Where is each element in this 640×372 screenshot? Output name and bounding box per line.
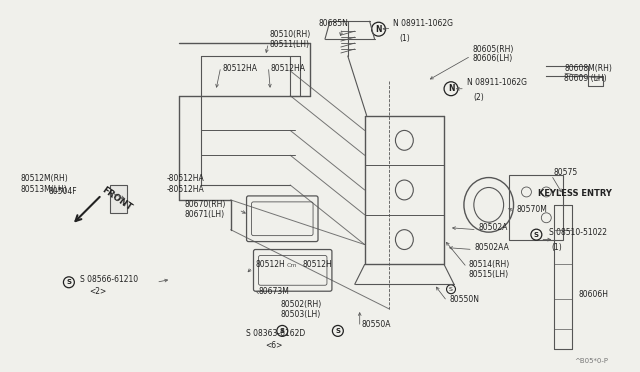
Text: 80512M(RH): 80512M(RH) [20, 174, 68, 183]
Text: N: N [375, 25, 382, 34]
Text: 80605(RH): 80605(RH) [473, 45, 514, 54]
Text: 80512HA: 80512HA [270, 64, 305, 73]
Text: S: S [449, 287, 453, 292]
Text: -80512HA: -80512HA [166, 174, 204, 183]
Text: 80608M(RH): 80608M(RH) [564, 64, 612, 73]
Text: 80570M: 80570M [516, 205, 547, 214]
Text: 80512H: 80512H [302, 260, 332, 269]
Text: Cm: Cm [287, 263, 298, 268]
Text: 80512H: 80512H [255, 260, 285, 269]
Text: S 08363-6162D: S 08363-6162D [246, 329, 305, 339]
Text: 80609 (LH): 80609 (LH) [564, 74, 607, 83]
Text: 80513M(LH): 80513M(LH) [20, 186, 67, 195]
Text: N 08911-1062G: N 08911-1062G [394, 19, 454, 28]
Text: ^B05*0-P: ^B05*0-P [574, 357, 608, 364]
Text: S 08510-51022: S 08510-51022 [549, 228, 607, 237]
Bar [509, 175, 563, 240]
Text: 80685N: 80685N [318, 19, 348, 28]
Text: 80575: 80575 [553, 168, 577, 177]
Ellipse shape [531, 229, 542, 240]
Ellipse shape [447, 285, 456, 294]
Text: (2): (2) [474, 93, 484, 102]
Text: 80503(LH): 80503(LH) [280, 310, 321, 318]
Text: 80511(LH): 80511(LH) [269, 40, 309, 49]
Text: 80510(RH): 80510(RH) [269, 30, 310, 39]
Text: 80502AA: 80502AA [475, 243, 509, 252]
Text: 80502A: 80502A [479, 223, 508, 232]
Text: 80671(LH): 80671(LH) [184, 210, 224, 219]
Text: KEYLESS ENTRY: KEYLESS ENTRY [538, 189, 612, 198]
Ellipse shape [444, 82, 458, 96]
Text: <2>: <2> [90, 287, 107, 296]
Text: 80502(RH): 80502(RH) [280, 299, 321, 309]
Text: S: S [280, 328, 285, 334]
Text: 80512HA: 80512HA [223, 64, 258, 73]
Text: N: N [448, 84, 454, 93]
Text: N 08911-1062G: N 08911-1062G [467, 78, 527, 87]
Text: 80514(RH): 80514(RH) [469, 260, 510, 269]
Text: 80550A: 80550A [362, 320, 391, 330]
Bar [109, 185, 127, 213]
Text: (1): (1) [551, 243, 562, 251]
Text: 80606(LH): 80606(LH) [473, 54, 513, 64]
Text: 80550N: 80550N [449, 295, 479, 304]
Text: S: S [335, 328, 340, 334]
Text: (1): (1) [399, 34, 410, 43]
Ellipse shape [332, 326, 343, 336]
Text: 80606H: 80606H [578, 290, 608, 299]
Text: <6>: <6> [266, 341, 283, 350]
Text: S: S [534, 232, 539, 238]
Text: 80515(LH): 80515(LH) [469, 270, 509, 279]
Text: S 08566-61210: S 08566-61210 [80, 275, 138, 284]
Text: 80673M: 80673M [259, 287, 289, 296]
Ellipse shape [277, 326, 288, 336]
Text: FRONT: FRONT [100, 186, 133, 213]
Text: -80512HA: -80512HA [166, 186, 204, 195]
Ellipse shape [372, 22, 385, 36]
Text: 80504F: 80504F [48, 187, 77, 196]
Ellipse shape [63, 277, 74, 288]
Text: 80670(RH): 80670(RH) [184, 201, 225, 209]
Text: S: S [67, 279, 72, 285]
